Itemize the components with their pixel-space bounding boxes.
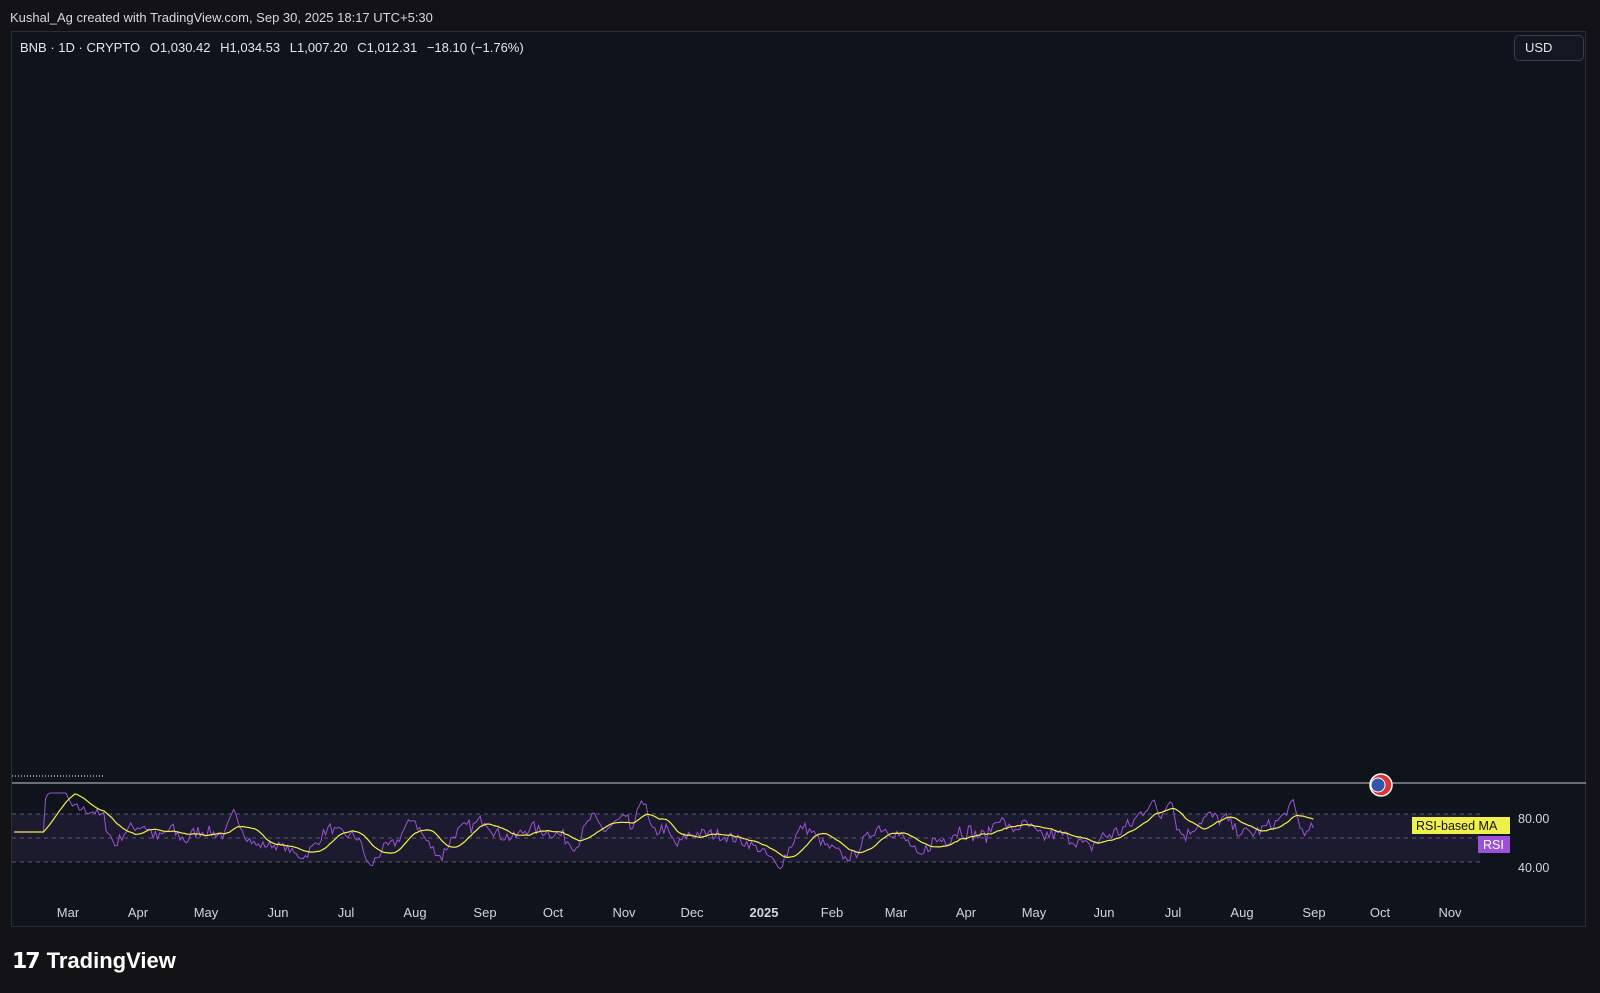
x-tick-label: 2025 xyxy=(750,905,779,920)
x-tick-label: Sep xyxy=(473,905,496,920)
x-tick-label: Jun xyxy=(1094,905,1115,920)
x-tick-label: May xyxy=(194,905,219,920)
legend-symbol: BNB · 1D · CRYPTO xyxy=(20,40,141,55)
tradingview-logo-icon: 𝟭𝟳 xyxy=(12,948,41,973)
chart-panel[interactable] xyxy=(11,31,1586,927)
x-tick-label: Jul xyxy=(1165,905,1182,920)
legend-close: C1,012.31 xyxy=(357,40,418,55)
x-tick-label: Nov xyxy=(612,905,636,920)
x-tick-label: Apr xyxy=(128,905,149,920)
legend-high: H1,034.53 xyxy=(220,40,281,55)
x-tick-label: Jun xyxy=(268,905,289,920)
x-tick-label: Aug xyxy=(403,905,426,920)
x-tick-label: Mar xyxy=(57,905,80,920)
x-tick-label: Feb xyxy=(821,905,843,920)
currency-button[interactable]: USD xyxy=(1514,35,1584,61)
rsi-label: RSI xyxy=(1483,838,1504,852)
legend-change: −18.10 (−1.76%) xyxy=(426,40,524,55)
chart-credit: Kushal_Ag created with TradingView.com, … xyxy=(10,10,433,25)
legend-open: O1,030.42 xyxy=(149,40,211,55)
x-tick-label: Oct xyxy=(543,905,564,920)
x-tick-label: Jul xyxy=(338,905,355,920)
x-tick-label: Sep xyxy=(1302,905,1325,920)
rsi-tick-label: 40.00 xyxy=(1518,861,1549,875)
rsi-ma-line xyxy=(14,793,1314,859)
x-tick-label: Dec xyxy=(680,905,704,920)
rsi-ma-label: RSI-based MA xyxy=(1416,819,1498,833)
rsi-tick-label: 80.00 xyxy=(1518,812,1549,826)
x-tick-label: May xyxy=(1022,905,1047,920)
legend-low: L1,007.20 xyxy=(289,40,348,55)
us-flag-inner-icon xyxy=(1370,777,1386,793)
ohlc-legend: BNB · 1D · CRYPTO O1,030.42 H1,034.53 L1… xyxy=(20,40,530,55)
rsi-ma-tag xyxy=(1412,817,1510,834)
rsi-band xyxy=(12,814,1480,862)
x-tick-label: Mar xyxy=(885,905,908,920)
brand-name: TradingView xyxy=(46,948,176,973)
tradingview-brand: 𝟭𝟳 TradingView xyxy=(12,948,176,974)
x-tick-label: Oct xyxy=(1370,905,1391,920)
x-tick-label: Apr xyxy=(956,905,977,920)
x-tick-label: Aug xyxy=(1230,905,1253,920)
x-tick-label: Nov xyxy=(1438,905,1462,920)
rsi-tag xyxy=(1478,836,1510,853)
